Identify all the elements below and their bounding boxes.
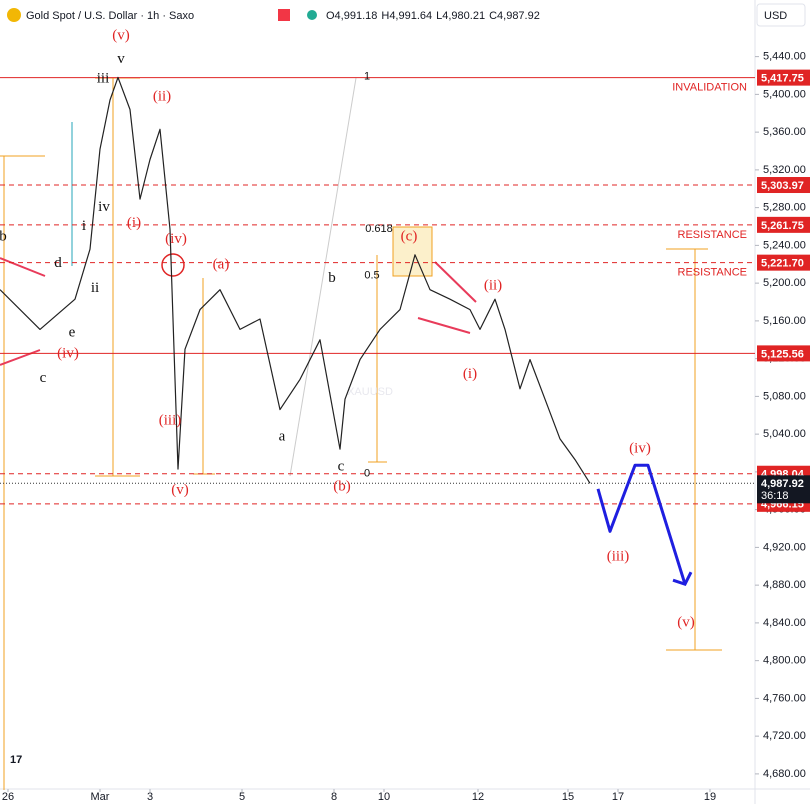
watermark: XAUUSD [347,386,393,398]
y-tick-label: 4,920.00 [763,541,806,553]
wave-label: (i) [127,215,141,231]
price-tag-label: 5,417.75 [761,73,804,85]
wave-label: i [82,218,86,234]
wave-label: (b) [333,478,351,494]
ohlc: O4,991.18 H4,991.64 L4,980.21 C4,987.92 [326,10,540,22]
x-tick-label: 5 [239,791,245,803]
fib-trend [289,77,357,477]
projection-arrowhead [672,571,693,587]
wave-label: (v) [112,27,130,43]
x-tick-label: 12 [472,791,484,803]
wave-label: iii [97,71,110,87]
y-tick-label: 4,840.00 [763,617,806,629]
currency-button[interactable] [756,3,806,27]
highlight-circle [161,253,185,277]
y-tick-label: 4,720.00 [763,730,806,742]
ohlc-value: O4,991.18 [326,10,377,22]
level-note: RESISTANCE [678,229,747,241]
wave-label: (iv) [57,345,79,361]
wave-label: (iv) [165,231,187,247]
y-tick-label: 5,160.00 [763,315,806,327]
wave-label: ii [91,280,99,296]
y-tick-label: 5,360.00 [763,126,806,138]
y-tick-label: 5,400.00 [763,88,806,100]
level-note: RESISTANCE [678,267,747,279]
y-tick-label: 4,800.00 [763,655,806,667]
price-tag [757,345,810,362]
x-tick-label: Mar [91,791,110,803]
price-tag-label: 5,125.56 [761,348,804,360]
current-price-label: 4,987.92 [761,478,804,490]
wave-label: (v) [677,614,695,630]
price-tag [757,254,810,271]
x-tick-label: 8 [331,791,337,803]
y-tick-label: 5,040.00 [763,428,806,440]
y-tick-label: 5,200.00 [763,277,806,289]
wave-label: v [117,51,125,67]
price-tag-label: 5,303.97 [761,180,804,192]
wave-label: (v) [171,482,189,498]
header: Gold Spot / U.S. Dollar · 1h · Saxo O4,9… [7,3,806,27]
wave-label: d [54,255,62,271]
status-dot [307,10,317,20]
fib-label: 0.618 [365,223,393,235]
x-tick-label: 3 [147,791,153,803]
wave-label: (iii) [159,412,182,428]
logo: 17 [10,754,22,766]
y-tick-label: 5,240.00 [763,239,806,251]
price-tag [757,177,810,194]
wave-label: c [338,459,345,475]
price-tag-label: 5,221.70 [761,258,804,270]
y-tick-label: 4,760.00 [763,692,806,704]
symbol-title: Gold Spot / U.S. Dollar · 1h · Saxo [26,10,194,22]
wave-label: (iv) [629,441,651,457]
x-tick-label: 19 [704,791,716,803]
projection-line [596,463,687,585]
x-tick-label: 17 [612,791,624,803]
y-tick-label: 5,280.00 [763,202,806,214]
price-tag [757,216,810,233]
currency: USD [764,10,787,22]
ohlc-value: L4,980.21 [436,10,485,22]
level-note: INVALIDATION [672,82,747,94]
wave-label: (iii) [607,548,630,564]
x-tick-label: 15 [562,791,574,803]
y-tick-label: 4,680.00 [763,768,806,780]
y-tick-label: 4,880.00 [763,579,806,591]
current-price-tag [757,475,810,504]
wave-label: b [328,270,336,286]
wave-label: (a) [213,257,230,273]
x-tick-label: 26 [2,791,14,803]
price-line [0,76,591,484]
wave-label: (ii) [484,277,502,293]
fib-label: 0.5 [364,269,379,281]
y-tick-label: 5,080.00 [763,390,806,402]
y-tick-label: 5,320.00 [763,164,806,176]
wedge-lines [0,257,477,366]
wave-label: iv [98,199,110,215]
ohlc-value: C4,987.92 [489,10,540,22]
wave-label: (ii) [153,89,171,105]
countdown: 36:18 [761,490,789,502]
ohlc-value: H4,991.64 [381,10,432,22]
zone-box [392,226,433,277]
flag-icon [278,9,290,21]
price-tag [757,69,810,86]
wave-label: (c) [401,228,418,244]
measure-lines [0,77,722,790]
price-tag-label: 5,261.75 [761,220,804,232]
y-tick-label: 5,440.00 [763,51,806,63]
wave-label: (i) [463,366,477,382]
fib-label: 1 [364,70,370,82]
symbol-icon [7,8,21,22]
wave-label: e [69,325,76,341]
wave-label: c [40,370,47,386]
fib-label: 0 [364,468,370,480]
wave-label: a [279,428,286,444]
wave-label: b [0,228,7,244]
x-tick-label: 10 [378,791,390,803]
